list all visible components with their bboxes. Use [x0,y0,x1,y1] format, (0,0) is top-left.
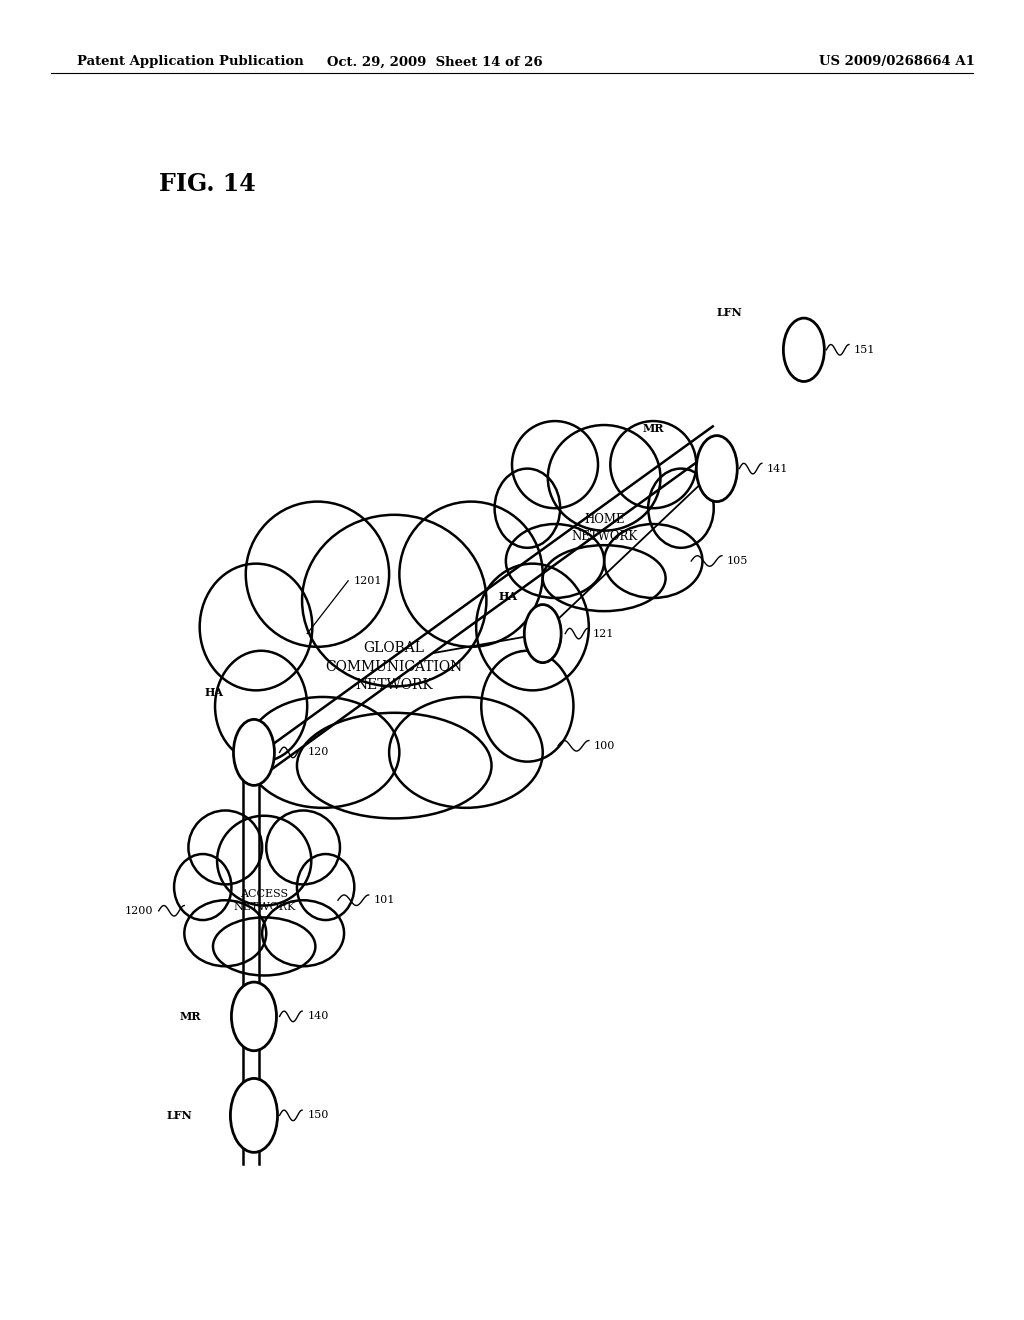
Ellipse shape [512,421,598,508]
Text: MR: MR [179,1011,201,1022]
Ellipse shape [302,515,486,686]
Ellipse shape [246,502,389,647]
Ellipse shape [297,854,354,920]
Text: 105: 105 [727,556,749,566]
Text: ACCESS
NETWORK: ACCESS NETWORK [233,888,295,912]
Ellipse shape [610,421,696,508]
Ellipse shape [230,1078,278,1152]
Text: 140: 140 [307,1011,329,1022]
Ellipse shape [246,697,399,808]
Ellipse shape [506,524,604,598]
Ellipse shape [524,605,561,663]
Text: 150: 150 [307,1110,329,1121]
Text: HOME
NETWORK: HOME NETWORK [571,513,637,543]
Text: 121: 121 [593,628,614,639]
Ellipse shape [297,713,492,818]
Text: 1201: 1201 [353,576,382,586]
Text: Oct. 29, 2009  Sheet 14 of 26: Oct. 29, 2009 Sheet 14 of 26 [328,55,543,69]
Text: 1200: 1200 [125,906,154,916]
Text: HA: HA [204,688,223,698]
Ellipse shape [233,719,274,785]
Text: MR: MR [642,424,664,434]
Text: 120: 120 [307,747,329,758]
Text: US 2009/0268664 A1: US 2009/0268664 A1 [819,55,975,69]
Text: 141: 141 [767,463,788,474]
Ellipse shape [604,524,702,598]
Text: LFN: LFN [717,308,742,318]
Ellipse shape [174,854,231,920]
Ellipse shape [213,917,315,975]
Text: 101: 101 [374,895,395,906]
Ellipse shape [399,502,543,647]
Text: Patent Application Publication: Patent Application Publication [77,55,303,69]
Text: LFN: LFN [167,1110,193,1121]
Text: GLOBAL
COMMUNICATION
NETWORK: GLOBAL COMMUNICATION NETWORK [326,642,463,692]
Ellipse shape [696,436,737,502]
Text: 100: 100 [594,741,615,751]
Ellipse shape [495,469,560,548]
Ellipse shape [262,900,344,966]
Ellipse shape [231,982,276,1051]
Ellipse shape [543,545,666,611]
Ellipse shape [389,697,543,808]
Text: 151: 151 [854,345,876,355]
Bar [243,772,259,1164]
Ellipse shape [215,651,307,762]
Ellipse shape [188,810,262,884]
Ellipse shape [783,318,824,381]
Polygon shape [247,426,721,781]
Ellipse shape [184,900,266,966]
Text: FIG. 14: FIG. 14 [159,172,255,195]
Ellipse shape [200,564,312,690]
Ellipse shape [476,564,589,690]
Ellipse shape [648,469,714,548]
Ellipse shape [217,816,311,906]
Ellipse shape [481,651,573,762]
Ellipse shape [266,810,340,884]
Ellipse shape [548,425,660,531]
Text: HA: HA [498,591,517,602]
